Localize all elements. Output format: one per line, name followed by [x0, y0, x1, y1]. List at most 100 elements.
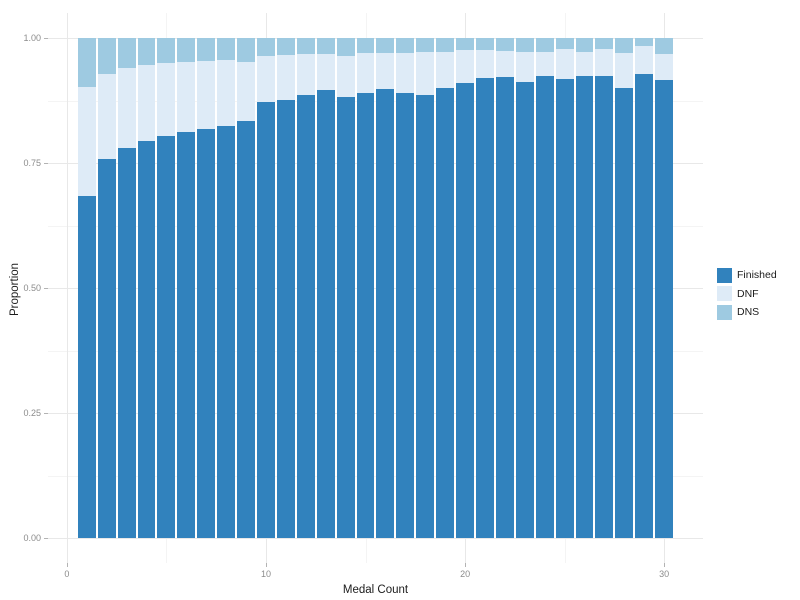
bar-segment-finished — [495, 76, 514, 538]
bar-segment-finished — [157, 135, 176, 538]
bar-segment-dns — [476, 38, 494, 50]
bar-segment-dns — [276, 38, 295, 55]
bar-segment-dnf — [177, 61, 196, 132]
bar-segment-dnf — [117, 67, 136, 148]
y-gridline-minor — [48, 100, 703, 102]
y-gridline-major — [48, 38, 703, 39]
bar-segment-finished — [376, 88, 395, 538]
bar-segment-dns — [555, 38, 574, 49]
bar — [515, 38, 534, 538]
bar — [495, 38, 514, 538]
bar-segment-finished — [396, 93, 415, 538]
legend-swatch-dns — [717, 304, 732, 320]
x-tick-mark — [664, 563, 666, 567]
bar-segment-dns — [316, 38, 335, 54]
bar-segment-finished — [217, 125, 236, 538]
bar-segment-dnf — [456, 50, 475, 83]
bar-segment-dnf — [416, 51, 435, 95]
x-tick-mark — [266, 563, 267, 567]
bar-segment-dns — [615, 38, 634, 53]
y-tick-mark — [43, 163, 48, 164]
bar-segment-dnf — [535, 51, 554, 76]
y-tick-label: 0.25 — [23, 408, 41, 418]
bar-segment-dns — [535, 38, 554, 52]
bar — [157, 38, 176, 538]
bar-segment-dns — [257, 38, 275, 56]
legend-swatch-dnf — [717, 286, 732, 302]
bar — [316, 38, 335, 538]
bar-segment-dnf — [615, 52, 634, 88]
bar-segment-dnf — [157, 63, 176, 136]
bar — [476, 38, 494, 538]
bar-segment-finished — [416, 94, 435, 538]
bar-segment-dns — [356, 38, 375, 53]
bar — [137, 38, 156, 538]
bar — [436, 38, 455, 538]
bar-segment-dnf — [197, 61, 216, 129]
bar-segment-dnf — [97, 74, 116, 159]
bar — [595, 38, 614, 538]
y-tick-label: 0.75 — [23, 158, 41, 168]
y-tick-mark — [43, 538, 48, 539]
bar-segment-dns — [117, 38, 136, 68]
legend-item-dns: DNS — [717, 303, 777, 322]
bar-segment-finished — [316, 90, 335, 538]
legend-item-finished: Finished — [717, 266, 777, 285]
bar-segment-dns — [237, 38, 256, 62]
bar-segment-finished — [97, 159, 116, 538]
bar — [376, 38, 395, 538]
bar-segment-finished — [137, 141, 156, 538]
x-axis-title-text: Medal Count — [342, 584, 409, 596]
bar — [635, 38, 654, 538]
bar-segment-dns — [515, 38, 534, 52]
bar-segment-dnf — [515, 51, 534, 82]
bar-segment-finished — [77, 195, 96, 538]
bar-segment-finished — [276, 100, 295, 538]
y-tick-mark — [43, 288, 48, 289]
bar-segment-dnf — [595, 49, 614, 76]
bar-segment-dns — [416, 38, 435, 52]
bar — [416, 38, 435, 538]
bar-segment-dns — [456, 38, 475, 50]
bar — [456, 38, 475, 538]
bar-segment-dnf — [217, 60, 236, 126]
y-tick-label: 1.00 — [23, 33, 41, 43]
bar-segment-finished — [356, 92, 375, 538]
y-tick-mark — [43, 38, 48, 39]
bar-segment-dns — [217, 38, 236, 60]
bar-segment-dns — [635, 38, 654, 46]
x-tick-mark — [465, 563, 467, 567]
bar-segment-finished — [476, 78, 494, 538]
bar-segment-finished — [615, 88, 634, 538]
bar-segment-dnf — [495, 50, 514, 77]
bar — [177, 38, 196, 538]
bar-segment-dnf — [296, 53, 315, 95]
bar-segment-dnf — [316, 54, 335, 90]
bar-segment-dns — [655, 38, 674, 54]
bar — [555, 38, 574, 538]
bar-segment-dns — [137, 38, 156, 65]
x-axis-title: Medal Count — [48, 584, 703, 596]
bar-segment-dns — [197, 38, 216, 61]
bar — [396, 38, 415, 538]
x-tick-label: 30 — [659, 569, 670, 579]
bar — [655, 38, 674, 538]
bar-segment-dnf — [77, 87, 96, 196]
y-tick-label: 0.50 — [23, 283, 41, 293]
legend-item-dnf: DNF — [717, 285, 777, 304]
y-axis-title-text: Proportion — [9, 262, 21, 316]
bar — [97, 38, 116, 538]
bar-segment-finished — [515, 81, 534, 538]
bar — [197, 38, 216, 538]
bar-segment-dnf — [336, 55, 355, 97]
bar-segment-finished — [336, 97, 355, 538]
bar — [217, 38, 236, 538]
bar-segment-finished — [575, 75, 594, 538]
y-gridline-minor — [48, 475, 703, 477]
bar-segment-dnf — [635, 45, 654, 74]
legend-label: Finished — [737, 269, 777, 282]
y-gridline-major — [48, 538, 703, 539]
y-gridline-major — [48, 288, 703, 289]
bar-segment-finished — [555, 78, 574, 538]
x-tick-mark — [66, 563, 68, 567]
